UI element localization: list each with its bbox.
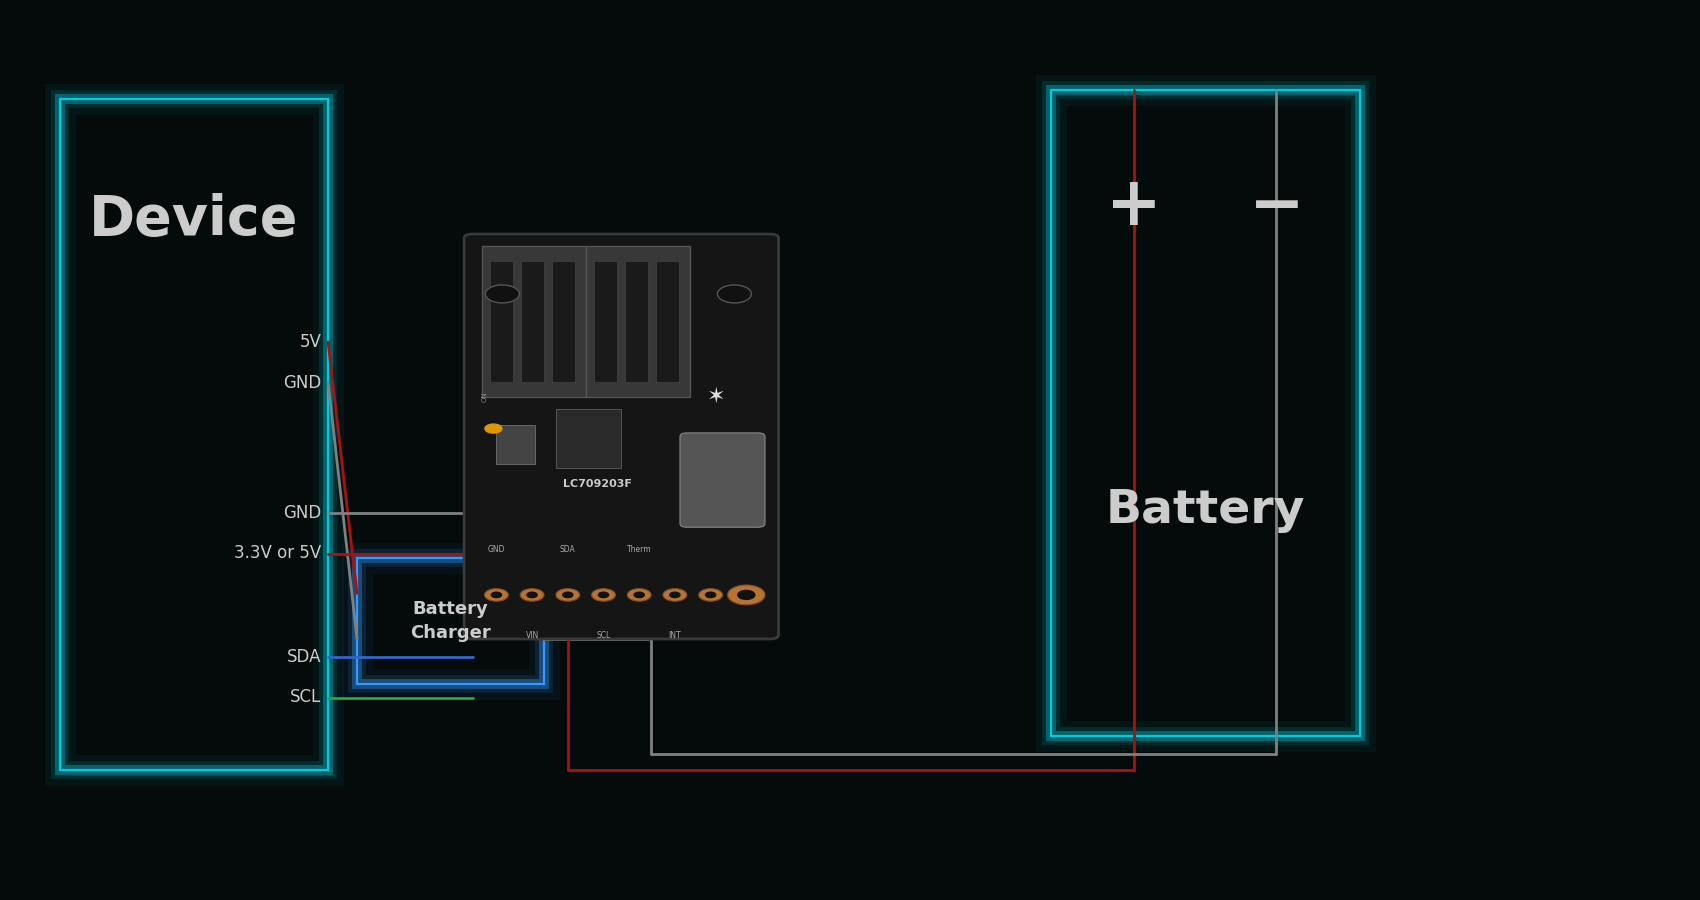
FancyBboxPatch shape [481,247,585,397]
Text: GND: GND [282,374,321,392]
Circle shape [486,285,520,303]
Circle shape [491,592,501,598]
Text: SCL: SCL [597,631,610,640]
FancyBboxPatch shape [496,425,536,464]
Circle shape [728,585,765,605]
Text: SDA: SDA [287,648,321,666]
FancyBboxPatch shape [585,247,690,397]
Text: +: + [1107,174,1163,239]
Circle shape [699,589,722,601]
Text: INT: INT [668,631,682,640]
Circle shape [670,592,680,598]
Text: VIN: VIN [525,631,539,640]
Circle shape [627,589,651,601]
FancyBboxPatch shape [552,262,575,382]
Text: SCL: SCL [291,688,321,706]
FancyBboxPatch shape [464,234,779,639]
Text: ✶: ✶ [707,387,726,407]
Circle shape [598,592,609,598]
Circle shape [634,592,644,598]
FancyBboxPatch shape [656,262,680,382]
Circle shape [738,590,755,599]
Circle shape [484,589,508,601]
Circle shape [556,589,580,601]
Text: SDA: SDA [559,545,576,554]
Text: GND: GND [282,504,321,522]
Circle shape [563,592,573,598]
Circle shape [484,424,501,433]
FancyBboxPatch shape [626,262,648,382]
Text: Battery
Charger: Battery Charger [410,600,491,642]
Text: ON: ON [481,392,488,402]
Text: −: − [1248,174,1304,239]
FancyBboxPatch shape [522,262,544,382]
Text: LC709203F: LC709203F [563,479,632,489]
FancyBboxPatch shape [556,409,622,468]
Circle shape [592,589,615,601]
Circle shape [706,592,716,598]
Text: Therm: Therm [627,545,651,554]
Text: Device: Device [88,193,299,247]
Text: 5V: 5V [299,333,321,351]
Circle shape [663,589,687,601]
Text: GND: GND [488,545,505,554]
Circle shape [520,589,544,601]
Circle shape [527,592,537,598]
Text: 3.3V or 5V: 3.3V or 5V [235,544,321,562]
FancyBboxPatch shape [490,262,513,382]
Circle shape [717,285,751,303]
FancyBboxPatch shape [680,433,765,527]
Text: Battery: Battery [1105,488,1306,533]
FancyBboxPatch shape [593,262,617,382]
